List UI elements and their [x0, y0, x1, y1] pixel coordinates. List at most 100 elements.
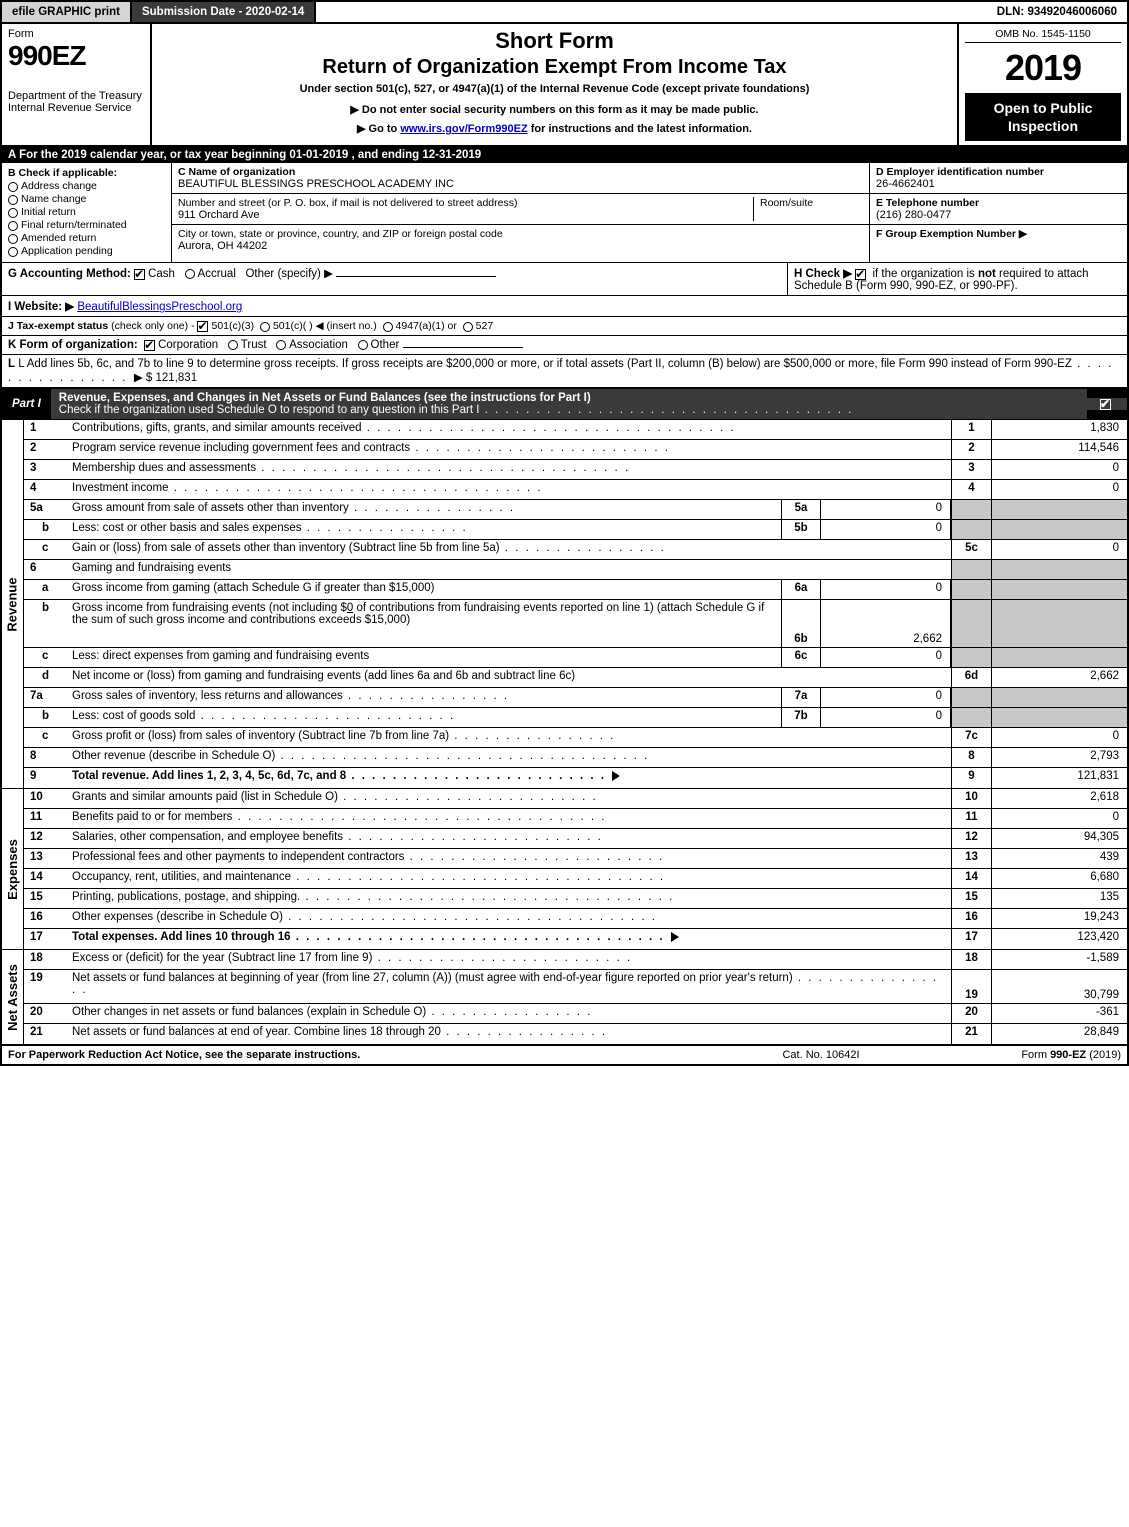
irs-link[interactable]: www.irs.gov/Form990EZ: [400, 123, 527, 135]
phone-value: (216) 280-0477: [876, 209, 1121, 221]
netassets-section: Net Assets 18 Excess or (deficit) for th…: [2, 950, 1127, 1044]
part1-bar: Part I Revenue, Expenses, and Changes in…: [2, 389, 1127, 420]
chk-initial-return[interactable]: Initial return: [8, 206, 165, 218]
val-21: 28,849: [991, 1024, 1127, 1044]
val-4: 0: [991, 480, 1127, 499]
line-g: G Accounting Method: Cash Accrual Other …: [2, 263, 787, 295]
org-name-row: C Name of organization BEAUTIFUL BLESSIN…: [172, 163, 869, 194]
org-name-label: C Name of organization: [178, 166, 863, 178]
addr-label: Number and street (or P. O. box, if mail…: [178, 197, 753, 209]
line-12: 12 Salaries, other compensation, and emp…: [24, 829, 1127, 849]
chk-schedule-b[interactable]: [855, 269, 866, 280]
box-d: D Employer identification number 26-4662…: [870, 163, 1127, 194]
chk-association[interactable]: [276, 340, 286, 350]
part1-label: Part I: [2, 395, 51, 413]
line-16: 16 Other expenses (describe in Schedule …: [24, 909, 1127, 929]
box-c: C Name of organization BEAUTIFUL BLESSIN…: [172, 163, 869, 262]
val-10: 2,618: [991, 789, 1127, 808]
box-b-title: B Check if applicable:: [8, 167, 165, 179]
line-17: 17 Total expenses. Add lines 10 through …: [24, 929, 1127, 949]
ssn-note: ▶ Do not enter social security numbers o…: [160, 103, 949, 116]
desc-6b: Gross income from fundraising events (no…: [68, 600, 781, 647]
val-7c: 0: [991, 728, 1127, 747]
footer-right: Form 990-EZ (2019): [921, 1049, 1121, 1061]
chk-4947[interactable]: [383, 322, 393, 332]
line-7a: 7a Gross sales of inventory, less return…: [24, 688, 1127, 708]
phone-label: E Telephone number: [876, 197, 1121, 209]
val-12: 94,305: [991, 829, 1127, 848]
submission-date-button[interactable]: Submission Date - 2020-02-14: [132, 2, 316, 22]
period-row: A For the 2019 calendar year, or tax yea…: [2, 147, 1127, 163]
line-10: 10 Grants and similar amounts paid (list…: [24, 789, 1127, 809]
val-17: 123,420: [991, 929, 1127, 949]
ein-value: 26-4662401: [876, 178, 1121, 190]
line-19: 19 Net assets or fund balances at beginn…: [24, 970, 1127, 1004]
row-j: J Tax-exempt status (check only one) - 5…: [2, 317, 1127, 336]
expenses-section: Expenses 10 Grants and similar amounts p…: [2, 789, 1127, 950]
omb-number: OMB No. 1545-1150: [965, 28, 1121, 43]
line-18: 18 Excess or (deficit) for the year (Sub…: [24, 950, 1127, 970]
addr-value: 911 Orchard Ave: [178, 209, 753, 221]
chk-corporation[interactable]: [144, 340, 155, 351]
box-b: B Check if applicable: Address change Na…: [2, 163, 172, 262]
val-5b: 0: [821, 520, 951, 539]
part1-checkbox[interactable]: [1087, 398, 1127, 410]
website-link[interactable]: BeautifulBlessingsPreschool.org: [77, 301, 242, 313]
val-20: -361: [991, 1004, 1127, 1023]
chk-accrual[interactable]: [185, 269, 195, 279]
chk-final-return[interactable]: Final return/terminated: [8, 219, 165, 231]
j-note: (check only one) -: [111, 320, 194, 332]
footer-center: Cat. No. 10642I: [721, 1049, 921, 1061]
line-7c: c Gross profit or (loss) from sales of i…: [24, 728, 1127, 748]
ein-label: D Employer identification number: [876, 166, 1121, 178]
arrow-icon: [612, 771, 620, 781]
line-5c: c Gain or (loss) from sale of assets oth…: [24, 540, 1127, 560]
revenue-section: Revenue 1 Contributions, gifts, grants, …: [2, 420, 1127, 789]
chk-trust[interactable]: [228, 340, 238, 350]
chk-527[interactable]: [463, 322, 473, 332]
val-3: 0: [991, 460, 1127, 479]
footer-left: For Paperwork Reduction Act Notice, see …: [8, 1049, 721, 1061]
title-return: Return of Organization Exempt From Incom…: [160, 56, 949, 79]
chk-other-org[interactable]: [358, 340, 368, 350]
l-amount: ▶ $ 121,831: [134, 372, 197, 384]
val-6b: 2,662: [821, 600, 951, 647]
chk-501c3[interactable]: [197, 321, 208, 332]
chk-cash[interactable]: [134, 269, 145, 280]
line-6d: d Net income or (loss) from gaming and f…: [24, 668, 1127, 688]
val-14: 6,680: [991, 869, 1127, 888]
val-15: 135: [991, 889, 1127, 908]
chk-amended-return[interactable]: Amended return: [8, 232, 165, 244]
k-label: K Form of organization:: [8, 339, 138, 351]
line-3: 3 Membership dues and assessments 3 0: [24, 460, 1127, 480]
val-19: 30,799: [991, 970, 1127, 1003]
city-value: Aurora, OH 44202: [178, 240, 863, 252]
chk-name-change[interactable]: Name change: [8, 193, 165, 205]
line-6: 6 Gaming and fundraising events: [24, 560, 1127, 580]
val-13: 439: [991, 849, 1127, 868]
chk-address-change[interactable]: Address change: [8, 180, 165, 192]
val-5a: 0: [821, 500, 951, 519]
addr-row: Number and street (or P. O. box, if mail…: [172, 194, 869, 225]
line-20: 20 Other changes in net assets or fund b…: [24, 1004, 1127, 1024]
netassets-side-label: Net Assets: [2, 950, 24, 1044]
line-8: 8 Other revenue (describe in Schedule O)…: [24, 748, 1127, 768]
line-6b: b Gross income from fundraising events (…: [24, 600, 1127, 648]
header-center: Short Form Return of Organization Exempt…: [152, 24, 959, 145]
chk-501c[interactable]: [260, 322, 270, 332]
chk-application-pending[interactable]: Application pending: [8, 245, 165, 257]
goto-prefix: ▶ Go to: [357, 123, 400, 135]
val-11: 0: [991, 809, 1127, 828]
line-1: 1 Contributions, gifts, grants, and simi…: [24, 420, 1127, 440]
header-left: Form 990EZ Department of the Treasury In…: [2, 24, 152, 145]
info-grid: B Check if applicable: Address change Na…: [2, 163, 1127, 263]
efile-print-button[interactable]: efile GRAPHIC print: [2, 2, 132, 22]
form-number: 990EZ: [8, 40, 144, 72]
line-15: 15 Printing, publications, postage, and …: [24, 889, 1127, 909]
subtitle: Under section 501(c), 527, or 4947(a)(1)…: [160, 83, 949, 95]
line-6c: c Less: direct expenses from gaming and …: [24, 648, 1127, 668]
open-inspection-badge: Open to Public Inspection: [965, 93, 1121, 141]
line-h: H Check ▶ if the organization is not req…: [787, 263, 1127, 295]
i-label: I Website: ▶: [8, 301, 74, 313]
city-row: City or town, state or province, country…: [172, 225, 869, 255]
